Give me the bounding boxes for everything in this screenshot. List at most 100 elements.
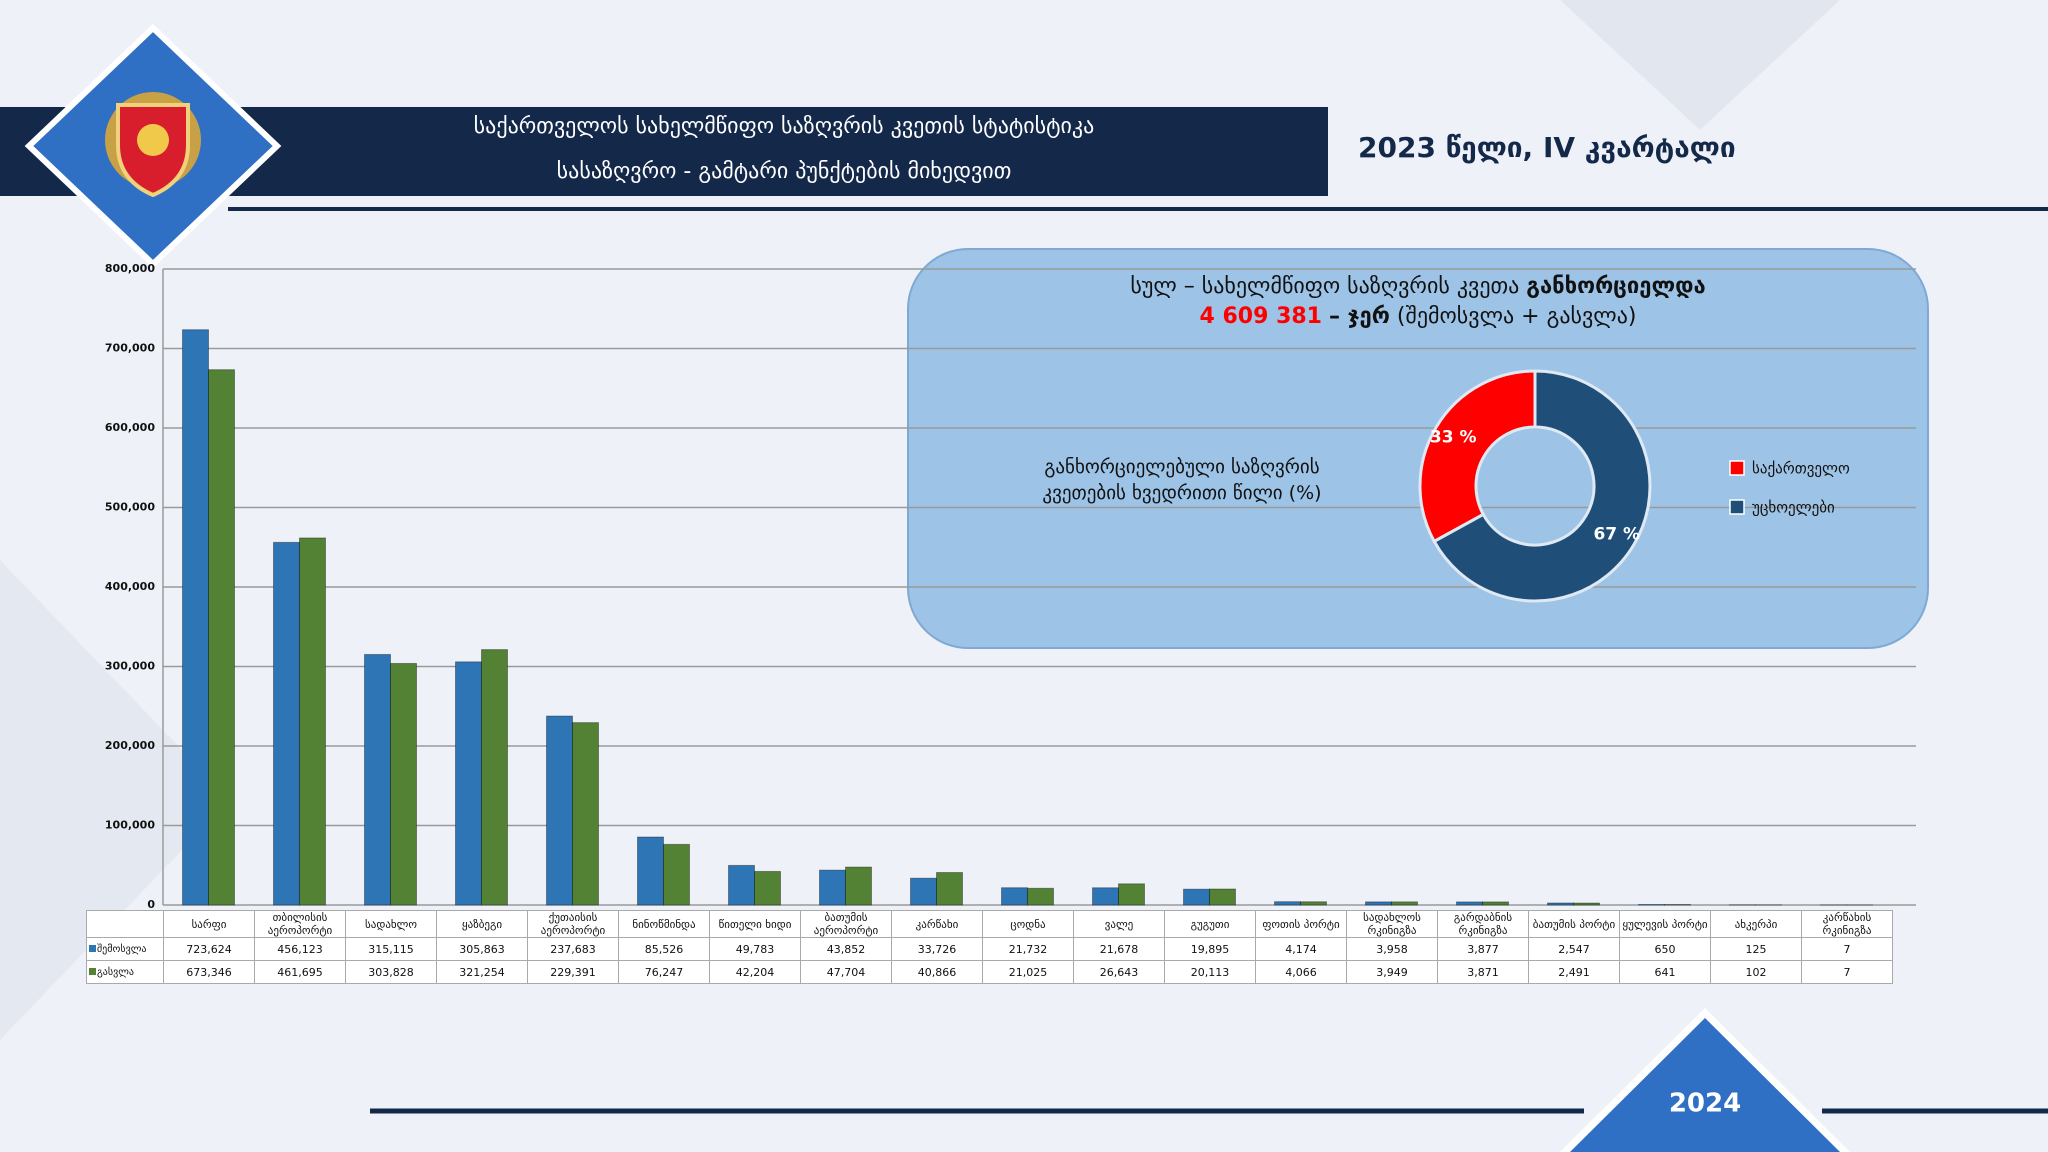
data-label: 19,895 — [1164, 937, 1256, 961]
data-label: 49,783 — [709, 937, 801, 961]
legend-label: საქართველო — [1752, 460, 1850, 478]
y-tick-label: 300,000 — [105, 660, 155, 673]
summary-unit: – ჯერ — [1329, 304, 1390, 329]
data-label: 43,852 — [800, 937, 892, 961]
bar — [390, 662, 417, 906]
period: 2023 წელი, IV კვარტალი — [1358, 131, 1736, 164]
footer-triangle — [1570, 1018, 1840, 1152]
subtitle: სასაზღვრო - გამტარი პუნქტების მიხედვით — [557, 159, 1012, 184]
x-tick-label: გარდაბნის რკინიგზა — [1437, 910, 1529, 938]
bar — [481, 649, 508, 906]
bar — [1482, 901, 1509, 906]
bar — [1118, 883, 1145, 906]
data-label: 303,828 — [345, 960, 437, 984]
x-tick-label: გუგუთი — [1164, 910, 1256, 938]
bar — [1638, 903, 1665, 906]
x-tick-label: ცოდნა — [982, 910, 1074, 938]
y-tick-label: 800,000 — [105, 262, 155, 275]
y-tick-label: 0 — [147, 898, 155, 911]
table-row: გასვლა 673,346 461,695 303,828 321,254 229,39… — [86, 960, 1893, 984]
data-label: 229,391 — [527, 960, 619, 984]
data-label: 7 — [1801, 937, 1893, 961]
x-tick-label: ყაზბეგი — [436, 910, 528, 938]
table-corner — [86, 910, 164, 938]
data-label: 2,491 — [1528, 960, 1620, 984]
data-label: 76,247 — [618, 960, 710, 984]
data-label: 3,958 — [1346, 937, 1438, 961]
data-label: 641 — [1619, 960, 1711, 984]
bar — [1209, 888, 1236, 906]
y-tick-label: 400,000 — [105, 580, 155, 593]
bar — [728, 864, 755, 906]
bar — [364, 653, 391, 906]
bar — [299, 537, 326, 906]
title: საქართველოს სახელმწიფო საზღვრის კვეთის ს… — [474, 114, 1095, 139]
bar — [1001, 887, 1028, 906]
data-label: 40,866 — [891, 960, 983, 984]
bar — [1456, 901, 1483, 906]
data-label: 26,643 — [1073, 960, 1165, 984]
x-tick-label: სადახლოს რკინიგზა — [1346, 910, 1438, 938]
summary: სულ – სახელმწიფო საზღვრის კვეთა განხორცი… — [908, 272, 1928, 332]
x-tick-label: ბათუმის აეროპორტი — [800, 910, 892, 938]
x-tick-label: კარწახი — [891, 910, 983, 938]
bar — [910, 877, 937, 906]
bar — [1547, 902, 1574, 906]
legend-label: უცხოელები — [1752, 499, 1835, 517]
data-label: 237,683 — [527, 937, 619, 961]
summary-line: სულ – სახელმწიფო საზღვრის კვეთა განხორცი… — [908, 272, 1928, 302]
x-tick-label: სადახლო — [345, 910, 437, 938]
data-label: 21,678 — [1073, 937, 1165, 961]
bar — [1092, 887, 1119, 906]
x-tick-label: თბილისის აეროპორტი — [254, 910, 346, 938]
data-label: 3,871 — [1437, 960, 1529, 984]
pie-slice — [1418, 369, 1537, 544]
data-label: 33,726 — [891, 937, 983, 961]
data-label: 2,547 — [1528, 937, 1620, 961]
bar — [1274, 901, 1301, 906]
y-tick-label: 200,000 — [105, 739, 155, 752]
data-label: 21,025 — [982, 960, 1074, 984]
x-tick-label: ქუთაისის აეროპორტი — [527, 910, 619, 938]
logo-lion — [137, 124, 169, 156]
data-label: 102 — [1710, 960, 1802, 984]
x-tick-label: ნინოწმინდა — [618, 910, 710, 938]
bar — [572, 722, 599, 906]
data-label: 4,174 — [1255, 937, 1347, 961]
data-label: 3,877 — [1437, 937, 1529, 961]
x-tick-label: ფოთის პორტი — [1255, 910, 1347, 938]
bar — [1573, 902, 1600, 906]
x-tick-label: სარფი — [163, 910, 255, 938]
legend-swatch — [1729, 460, 1745, 476]
bar — [1391, 901, 1418, 906]
bar — [1027, 887, 1054, 906]
data-label: 85,526 — [618, 937, 710, 961]
data-label: 125 — [1710, 937, 1802, 961]
x-tick-label: ყულევის პორტი — [1619, 910, 1711, 938]
bar — [819, 869, 846, 906]
summary-line: 4 609 381 – ჯერ (შემოსვლა + გასვლა) — [908, 302, 1928, 332]
bar — [663, 843, 690, 906]
x-tick-label: ბათუმის პორტი — [1528, 910, 1620, 938]
legend-entry: გასვლა — [86, 960, 164, 984]
pie-slice — [1432, 369, 1652, 603]
data-label: 33 % — [1430, 428, 1477, 448]
footer-year: 2024 — [1669, 1089, 1741, 1119]
bar — [754, 870, 781, 906]
x-tick-label: ვალე — [1073, 910, 1165, 938]
bar — [845, 866, 872, 906]
data-table: სარფი თბილისის აეროპორტი სადახლო ყაზბეგი ქუთ… — [86, 910, 1893, 984]
table-row: შემოსვლა 723,624 456,123 315,115 305,863 237,… — [86, 937, 1893, 961]
y-tick-label: 100,000 — [105, 819, 155, 832]
bar — [273, 541, 300, 906]
data-label: 305,863 — [436, 937, 528, 961]
bar — [637, 836, 664, 906]
data-label: 21,732 — [982, 937, 1074, 961]
data-label: 4,066 — [1255, 960, 1347, 984]
data-label: 456,123 — [254, 937, 346, 961]
bar — [182, 329, 209, 906]
data-label: 673,346 — [163, 960, 255, 984]
bar — [1183, 888, 1210, 906]
